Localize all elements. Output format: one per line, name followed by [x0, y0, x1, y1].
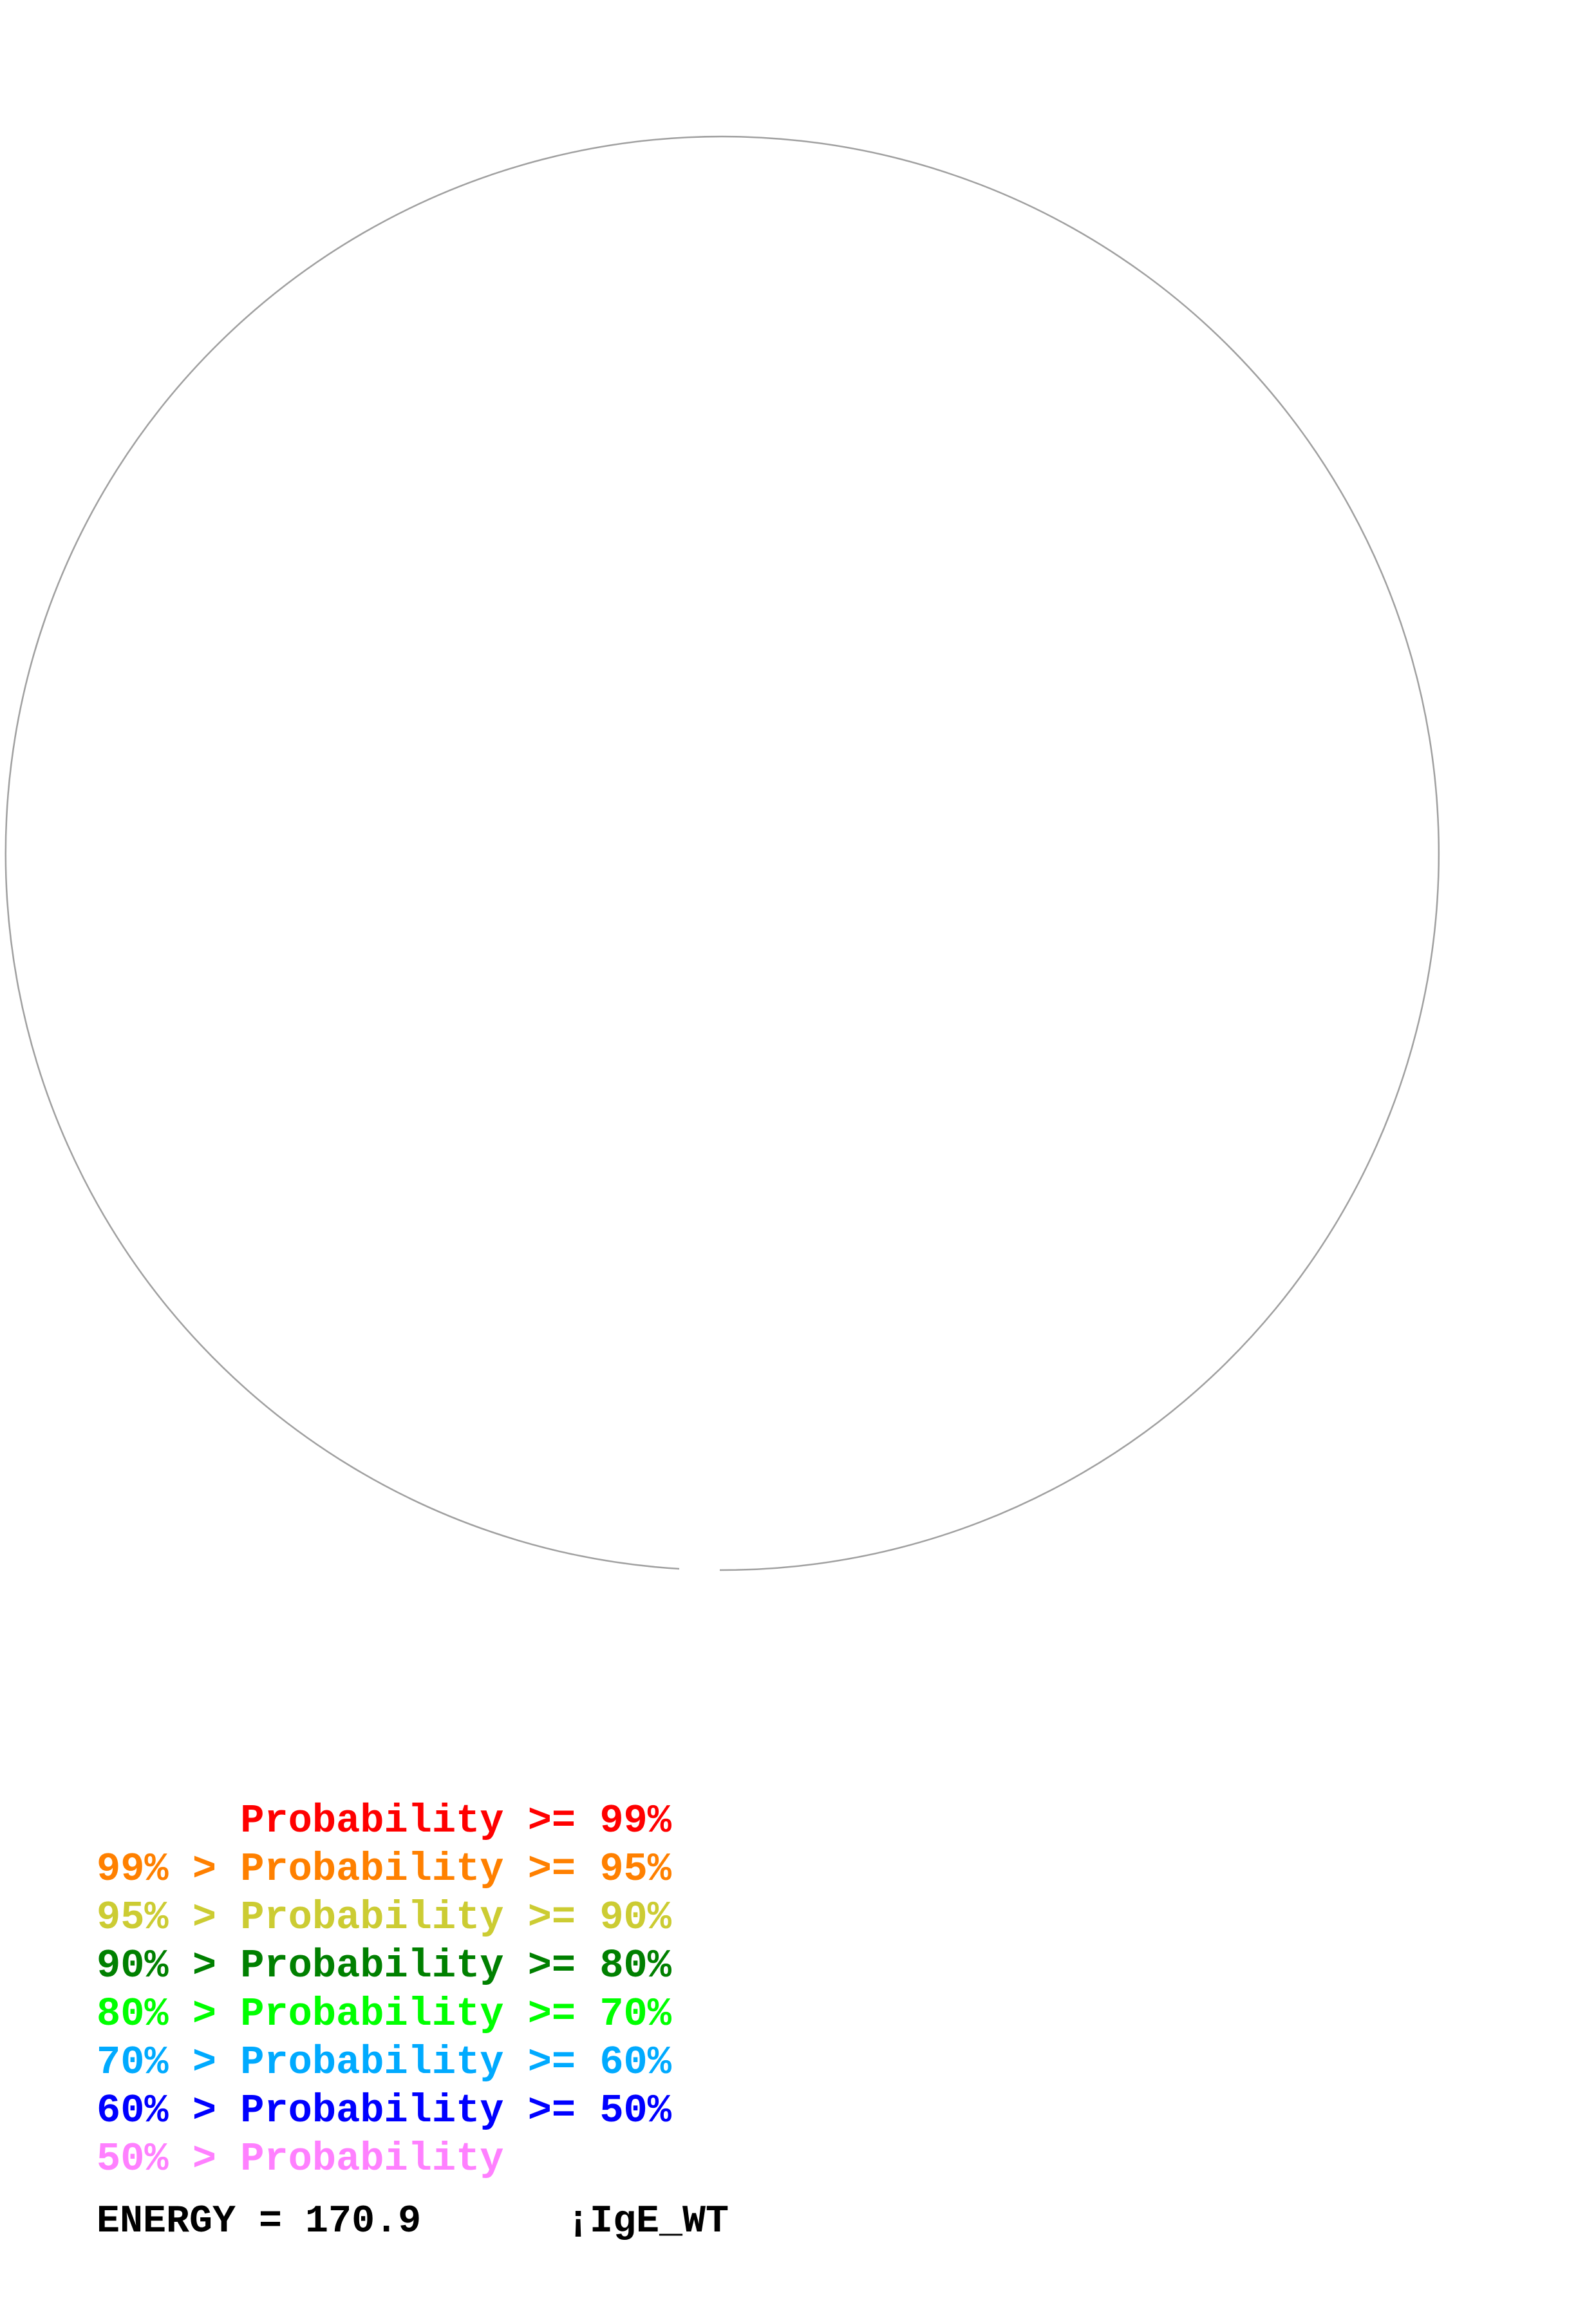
backbone-circle — [5, 135, 1440, 1571]
legend-line-80: 90% > Probability >= 80% — [97, 1943, 671, 1989]
energy-label: ENERGY = 170.9 — [97, 2200, 422, 2244]
legend-line-60: 70% > Probability >= 60% — [97, 2040, 671, 2085]
legend-line-50: 60% > Probability >= 50% — [97, 2088, 671, 2134]
legend-line-99: Probability >= 99% — [97, 1798, 671, 1844]
legend-line-95: 99% > Probability >= 95% — [97, 1846, 671, 1892]
circle-plot-diagram — [5, 135, 1440, 1571]
sequence-name: ¡IgE_WT — [567, 2200, 729, 2244]
legend-line-below-50: 50% > Probability — [97, 2136, 504, 2182]
legend-line-70: 80% > Probability >= 70% — [97, 1991, 671, 2037]
footer: ENERGY = 170.9 ¡IgE_WT — [97, 2203, 729, 2318]
legend-line-90: 95% > Probability >= 90% — [97, 1895, 671, 1940]
